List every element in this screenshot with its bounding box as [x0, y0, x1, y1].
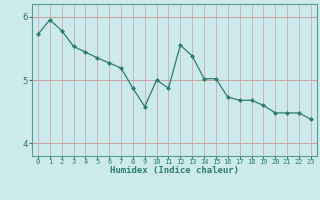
X-axis label: Humidex (Indice chaleur): Humidex (Indice chaleur): [110, 166, 239, 175]
